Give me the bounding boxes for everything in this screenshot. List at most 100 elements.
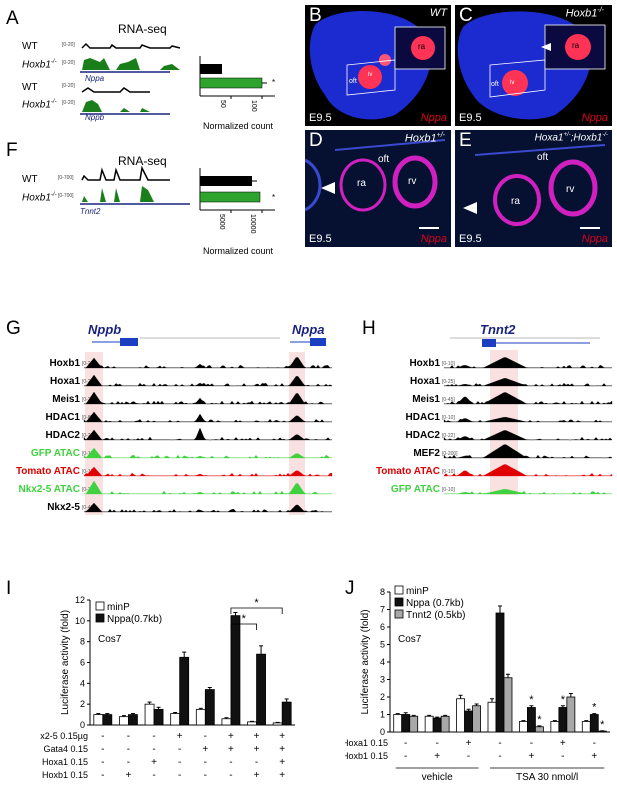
panel-f-star: * xyxy=(272,193,276,202)
g-track-3: HDAC1 [0-8] xyxy=(46,411,333,423)
j-cond-mark-0-5: + xyxy=(560,738,566,749)
g-track-3-label: HDAC1 xyxy=(46,412,81,423)
panel-e-ra: ra xyxy=(511,196,520,207)
panel-b-lv: lv xyxy=(368,72,373,78)
h-track-2-label: Meis1 xyxy=(412,394,440,405)
h-track-7-range: [0-10] xyxy=(442,487,455,493)
panel-e-label: E xyxy=(459,130,472,151)
j-bar-5-2 xyxy=(566,696,576,733)
g-track-8-signal xyxy=(83,502,333,513)
j-bar-5-1 xyxy=(558,707,568,733)
panel-f-label: F xyxy=(6,140,18,161)
i-cond-mark-0-4: - xyxy=(204,731,207,742)
panel-c-marker: Nppa xyxy=(581,112,608,124)
panel-a-title: RNA-seq xyxy=(118,22,167,36)
panel-f-row2-genotype: Hoxb1-/- xyxy=(22,192,57,204)
panel-a-tracks xyxy=(80,42,181,115)
panel-f-tick-5000: 5000 xyxy=(218,214,225,230)
g-track-6-range: [0-10] xyxy=(82,469,95,475)
panel-a-gene-nppa: Nppa xyxy=(85,74,105,83)
g-track-0-range: [0-25] xyxy=(82,361,95,367)
i-cond-mark-0-2: - xyxy=(152,731,155,742)
i-bar-0-1 xyxy=(102,714,113,726)
i-bar-7-1 xyxy=(281,701,292,726)
i-cond-mark-3-4: - xyxy=(204,770,207,781)
j-cond-mark-0-3: - xyxy=(498,738,501,749)
panel-f-tick-10000: 10000 xyxy=(249,214,256,234)
h-track-7-signal xyxy=(443,489,613,495)
panel-e-oft: oft xyxy=(537,152,549,163)
h-track-4-label: HDAC2 xyxy=(406,430,441,441)
h-track-5: MEF2 [0-200] xyxy=(413,444,613,459)
h-track-2-range: [0-45] xyxy=(442,397,455,403)
j-legend-swatch-1 xyxy=(394,597,404,607)
j-cond-mark-1-1: + xyxy=(434,751,440,762)
g-track-8-range: [0-40] xyxy=(82,505,95,511)
panel-g-gene-nppb: Nppb xyxy=(88,322,122,337)
panel-g-tracks: Hoxb1 [0-25]Hoxa1 [0-25]Meis1 [0-26]HDAC1 [0… xyxy=(16,357,333,513)
panel-e-rv: rv xyxy=(566,184,575,195)
bar-tnnt2-wt xyxy=(200,176,252,186)
j-cond-mark-0-2: + xyxy=(466,738,472,749)
h-track-3-signal xyxy=(443,417,613,423)
j-cond-mark-1-3: - xyxy=(498,751,501,762)
panel-f-bars xyxy=(199,168,275,213)
i-ytick-label-10: 10 xyxy=(75,616,85,626)
j-ylabel: Luciferase activity (fold) xyxy=(360,609,371,714)
h-track-6-signal xyxy=(443,464,613,477)
g-track-1-label: Hoxa1 xyxy=(50,376,80,387)
j-star-2: * xyxy=(561,694,566,706)
i-cond-mark-0-7: + xyxy=(279,731,285,742)
h-track-3-range: [0-10] xyxy=(442,415,455,421)
bar-tnnt2-ko xyxy=(199,191,261,203)
panel-a-bars xyxy=(199,56,275,99)
i-ytick-label-2: 2 xyxy=(80,699,85,709)
j-ytick-label-0: 0 xyxy=(380,727,385,737)
i-cond-mark-2-6: - xyxy=(255,757,258,768)
g-track-3-signal xyxy=(83,411,333,423)
panel-a-row3-genotype: WT xyxy=(22,82,38,93)
panel-c-ra: ra xyxy=(572,41,580,50)
i-cond-mark-0-6: + xyxy=(254,731,260,742)
g-track-3-range: [0-8] xyxy=(82,415,93,421)
panel-a-xlabel: Normalized count xyxy=(203,121,274,131)
j-ytick-label-6: 6 xyxy=(380,622,385,632)
panel-j-label: J xyxy=(345,578,355,599)
panel-a-row2-range: [0-20] xyxy=(62,60,75,66)
panel-b-marker: Nppa xyxy=(420,112,447,124)
h-track-4-range: [0-22] xyxy=(442,433,455,439)
i-cond-mark-1-2: - xyxy=(152,744,155,755)
panel-c-image: C Hoxb1-/- ra oft lv E9.5 Nppa xyxy=(455,5,612,126)
panel-a-tick-50: 50 xyxy=(219,100,226,108)
g-track-5: GFP ATAC [0-10] xyxy=(31,447,333,459)
panel-f-row2-range: [0-700] xyxy=(58,193,74,199)
h-track-4: HDAC2 [0-22] xyxy=(406,430,613,441)
h-track-7-label: GFP ATAC xyxy=(391,484,440,495)
i-sig-star-0: * xyxy=(242,613,247,625)
j-ytick-label-8: 8 xyxy=(380,587,385,597)
j-bar-4-1 xyxy=(527,707,536,733)
i-legend-swatch-1 xyxy=(95,613,105,623)
i-cond-mark-3-7: + xyxy=(279,770,285,781)
h-track-3: HDAC1 [0-10] xyxy=(406,412,613,423)
panel-b-stage: E9.5 xyxy=(309,112,332,124)
g-track-4-range: [0-22] xyxy=(82,433,95,439)
panel-g-label: G xyxy=(6,318,21,339)
i-cell-label: Cos7 xyxy=(98,634,122,645)
i-cond-mark-2-2: + xyxy=(151,757,157,768)
i-cond-mark-0-3: + xyxy=(177,731,183,742)
i-cond-mark-0-1: - xyxy=(127,731,130,742)
panel-a-star: * xyxy=(272,78,276,87)
j-cond-mark-0-1: - xyxy=(435,738,438,749)
j-group-label-0: vehicle xyxy=(422,772,454,783)
i-cond-mark-1-5: + xyxy=(228,744,234,755)
panel-c-oft: oft xyxy=(491,81,499,88)
g-track-4-label: HDAC2 xyxy=(46,430,81,441)
j-star-4: * xyxy=(600,719,605,731)
i-cond-label-2: Hoxa1 0.15 xyxy=(42,757,88,767)
i-sig-bracket-0 xyxy=(230,623,257,630)
i-ylabel: Luciferase activity (fold) xyxy=(60,610,71,715)
panel-f-xlabel: Normalized count xyxy=(203,246,274,256)
bar-nppa-wt xyxy=(200,64,222,74)
h-track-3-label: HDAC1 xyxy=(406,412,441,423)
